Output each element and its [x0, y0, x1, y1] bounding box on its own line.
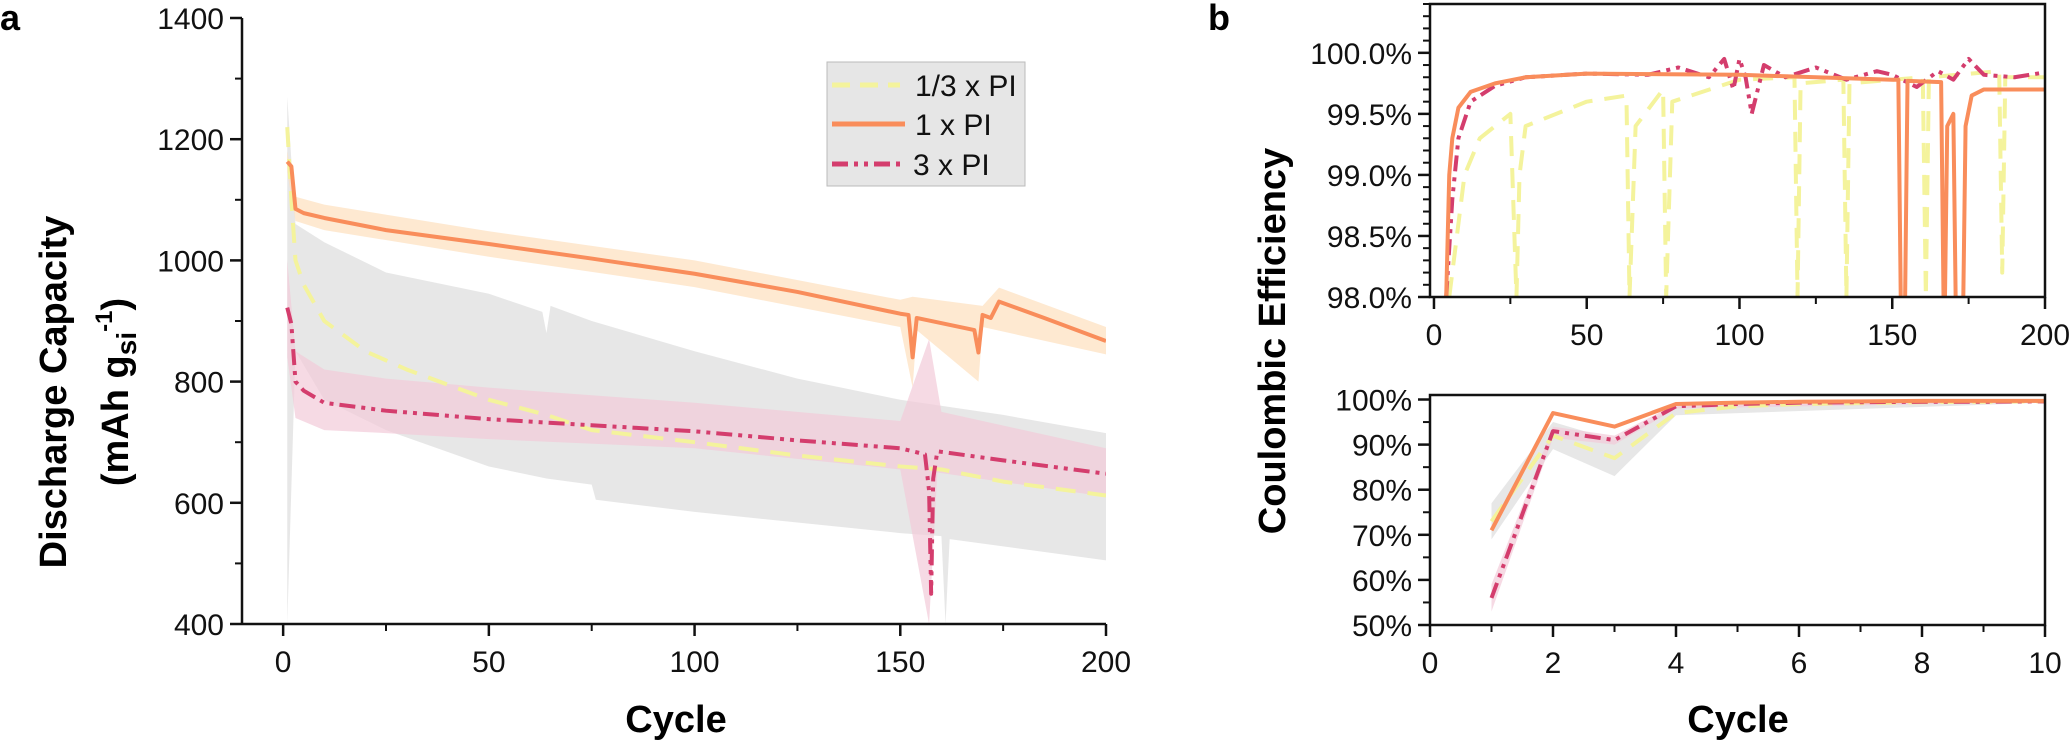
- series-1-3-x-pi: [285, 126, 1106, 498]
- y-tick-label: 80%: [1352, 475, 1412, 508]
- error-band-3-x-pi: [1491, 400, 2045, 612]
- y-tick-label: 50%: [1352, 610, 1412, 643]
- y-tick-label: 99.5%: [1327, 99, 1412, 132]
- series-line-1-x-pi: [1444, 71, 2045, 297]
- chart-b-top-plot-area: 0 50 100 150 200 98.0% 98.5% 99.0% 99.5% 100.0%: [1310, 2, 2070, 352]
- y-tick-label: 1200: [157, 124, 224, 157]
- x-tick-label: 150: [875, 646, 925, 679]
- x-tick-label: 6: [1791, 647, 1808, 680]
- legend-label-one-pi: 1 x PI: [915, 109, 992, 142]
- error-band-3-x-pi: [287, 260, 1106, 624]
- y-tick-label: 98.5%: [1327, 221, 1412, 254]
- error-band-1-3-x-pi: [287, 96, 1106, 624]
- y-tick-label: 800: [174, 367, 224, 400]
- y-tick-label: 99.0%: [1327, 160, 1412, 193]
- y-tick-label: 60%: [1352, 565, 1412, 598]
- legend: 1/3 x PI 1 x PI 3 x PI: [826, 61, 1026, 187]
- series-group: [285, 96, 1106, 624]
- y-tick-label: 600: [174, 488, 224, 521]
- y-axis-title-a: Discharge Capacity: [33, 216, 75, 569]
- x-tick-label: 150: [1867, 319, 1917, 352]
- x-axis-title-a: Cycle: [625, 699, 726, 741]
- y-tick-label: 400: [174, 609, 224, 642]
- chart-a: 0 50 100 150 200 400 600 800 1000 1200 1400 Discha…: [33, 3, 1131, 741]
- series-line-1-3-x-pi: [1447, 69, 2045, 297]
- x-tick-label: 8: [1914, 647, 1931, 680]
- x-tick-label: 200: [1081, 646, 1131, 679]
- x-tick-label: 10: [2028, 647, 2061, 680]
- series-line-1-3-x-pi: [285, 126, 1106, 498]
- y-tick-label: 90%: [1352, 430, 1412, 463]
- panel-label-b: b: [1208, 0, 1230, 38]
- legend-label-third-pi: 1/3 x PI: [915, 70, 1017, 103]
- x-axis-title-b: Cycle: [1687, 699, 1788, 741]
- y-tick-label: 70%: [1352, 520, 1412, 553]
- y-tick-label: 100%: [1335, 385, 1412, 418]
- chart-b-bottom-plot-area: 0 2 4 6 8 10 50% 60% 70% 80% 90% 100%: [1335, 385, 2061, 680]
- chart-a-plot-area: 0 50 100 150 200 400 600 800 1000 1200 1400: [157, 3, 1131, 679]
- x-tick-label: 50: [472, 646, 505, 679]
- y-tick-label: 1400: [157, 3, 224, 36]
- y-axis-title-a-unit: (mAh gsi-1): [91, 298, 142, 486]
- x-tick-label: 4: [1668, 647, 1685, 680]
- series-1-x-pi: [1444, 71, 2045, 297]
- series-group: [1444, 56, 2045, 297]
- y-tick-label: 98.0%: [1327, 282, 1412, 315]
- x-tick-label: 0: [1426, 319, 1443, 352]
- panel-label-a: a: [0, 0, 21, 38]
- series-line-1-x-pi: [1489, 398, 2045, 532]
- x-tick-label: 200: [2020, 319, 2070, 352]
- x-tick-label: 0: [1422, 647, 1439, 680]
- y-tick-label: 100.0%: [1310, 38, 1412, 71]
- series-group: [1489, 398, 2045, 612]
- y-axis-title-b: Coulombic Efficiency: [1252, 148, 1294, 534]
- series-line-3-x-pi: [285, 307, 1106, 596]
- x-tick-label: 0: [275, 646, 292, 679]
- series-1-x-pi: [285, 160, 1106, 360]
- x-tick-label: 2: [1545, 647, 1562, 680]
- series-3-x-pi: [285, 307, 1106, 596]
- x-tick-label: 100: [1714, 319, 1764, 352]
- y-tick-label: 1000: [157, 245, 224, 278]
- error-band-1-3-x-pi: [1491, 400, 2045, 540]
- x-tick-label: 100: [670, 646, 720, 679]
- x-tick-label: 50: [1570, 319, 1603, 352]
- series-1-x-pi: [1489, 398, 2045, 532]
- error-band-1-x-pi: [287, 151, 1106, 388]
- legend-label-three-pi: 3 x PI: [913, 149, 990, 182]
